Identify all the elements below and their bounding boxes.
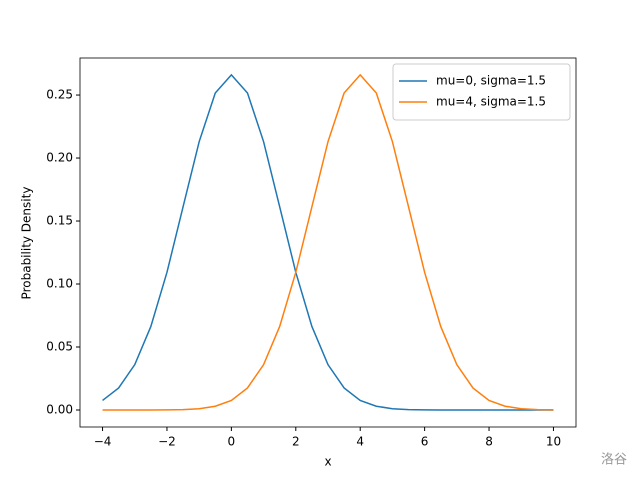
line-series xyxy=(102,73,554,411)
plot-frame xyxy=(79,57,577,428)
y-tick-label: 0.20 xyxy=(46,151,73,165)
legend-box xyxy=(392,63,571,121)
legend-label: mu=0, sigma=1.5 xyxy=(436,74,546,88)
y-tick-label: 0.00 xyxy=(46,402,73,416)
y-tick-label: 0.15 xyxy=(46,214,73,228)
x-axis-label: x xyxy=(324,455,331,469)
x-tick-label: 6 xyxy=(421,435,429,449)
y-tick-label: 0.10 xyxy=(46,277,73,291)
legend-label: mu=4, sigma=1.5 xyxy=(436,95,546,109)
x-tick-label: −2 xyxy=(158,435,176,449)
y-tick-label: 0.05 xyxy=(46,340,73,354)
watermark: 洛谷 xyxy=(601,453,627,468)
x-tick-label: 0 xyxy=(228,435,236,449)
x-tick-label: 10 xyxy=(546,435,561,449)
x-tick-label: 2 xyxy=(292,435,300,449)
y-tick-label: 0.25 xyxy=(46,88,73,102)
y-axis-label: Probability Density xyxy=(20,187,34,300)
line-series xyxy=(102,73,554,411)
x-tick-label: 4 xyxy=(356,435,364,449)
x-tick-label: 8 xyxy=(485,435,493,449)
x-tick-label: −4 xyxy=(94,435,112,449)
